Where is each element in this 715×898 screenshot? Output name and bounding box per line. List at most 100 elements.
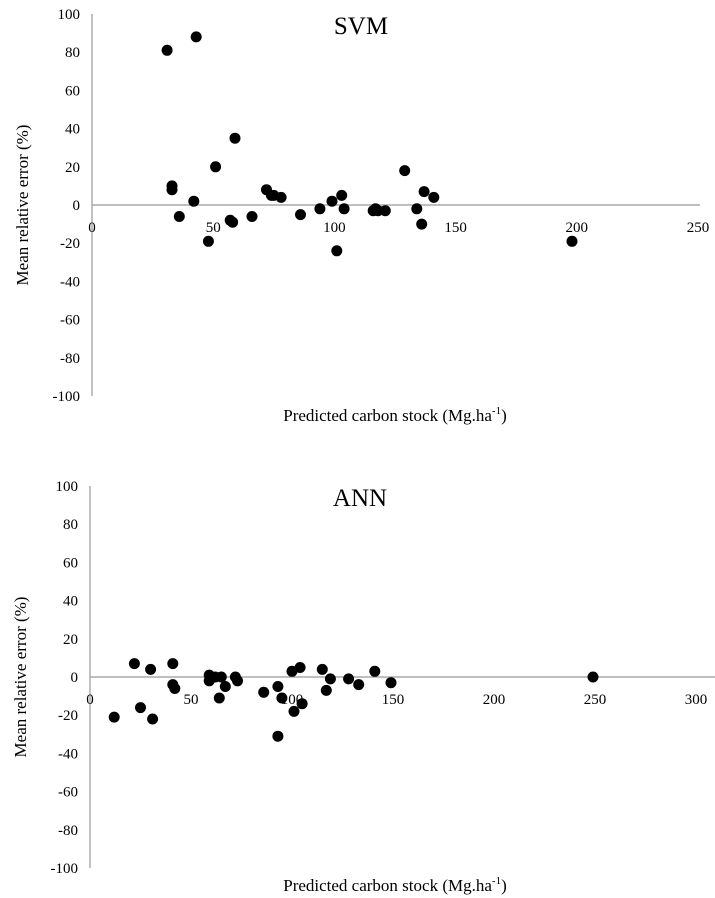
svm-y-tick-label: 20	[65, 160, 80, 176]
ann-y-tick-label: -60	[58, 785, 78, 801]
ann-x-axis-title: Predicted carbon stock (Mg.ha-1)	[283, 875, 507, 895]
ann-y-axis-title: Mean relative error (%)	[11, 597, 30, 758]
ann-data-point	[147, 713, 159, 725]
ann-y-tick-label: 100	[56, 479, 79, 495]
svm-x-axis-title-main: Predicted carbon stock (Mg.ha	[283, 406, 492, 425]
ann-data-point	[320, 684, 332, 696]
svm-y-tick-label: -60	[60, 313, 80, 329]
svm-data-point	[314, 203, 326, 215]
ann-y-tick-label: -80	[58, 823, 78, 839]
ann-y-tick-label: 40	[63, 594, 78, 610]
ann-y-tick-label: 60	[63, 555, 78, 571]
svm-data-point	[379, 205, 391, 217]
ann-x-tick-labels: 0 50 100 150 200 250 300	[86, 692, 707, 708]
ann-x-axis-title-sup: -1	[492, 875, 501, 887]
svm-x-axis-title: Predicted carbon stock (Mg.ha-1)	[283, 405, 507, 425]
svm-data-point	[428, 191, 440, 203]
ann-data-point	[324, 673, 336, 685]
ann-x-axis-title-main: Predicted carbon stock (Mg.ha	[283, 876, 492, 895]
ann-data-point	[272, 730, 284, 742]
svm-data-point	[336, 189, 348, 201]
ann-y-tick-label: -100	[51, 861, 79, 877]
svm-x-tick-labels: 0 50 100 150 200 250	[88, 220, 709, 236]
svm-data-point	[161, 44, 173, 56]
ann-data-point	[213, 692, 225, 704]
ann-y-tick-label: -40	[58, 746, 78, 762]
svm-x-axis-title-end: )	[501, 406, 507, 425]
ann-data-point	[385, 677, 397, 689]
svm-data-point	[331, 245, 343, 257]
svm-y-tick-label: -40	[60, 274, 80, 290]
ann-data-point	[587, 671, 599, 683]
ann-data-point	[369, 665, 381, 677]
svm-x-tick-label: 0	[88, 220, 96, 236]
svm-x-tick-label: 50	[206, 220, 221, 236]
ann-y-tick-label: 0	[71, 670, 79, 686]
svm-y-tick-label: 80	[65, 45, 80, 61]
ann-data-point	[232, 675, 243, 687]
svm-data-point	[295, 209, 306, 221]
svm-y-tick-label: 60	[65, 83, 80, 99]
ann-x-tick-label: 300	[685, 692, 708, 708]
svm-y-tick-label: -20	[60, 236, 80, 252]
ann-data-point	[167, 658, 179, 670]
ann-data-point	[135, 702, 146, 714]
svm-data-point	[411, 203, 423, 215]
ann-data-point	[296, 698, 308, 710]
svm-y-tick-label: 0	[73, 198, 81, 214]
svm-data-point	[173, 211, 185, 222]
ann-data-point	[108, 711, 120, 723]
svm-y-tick-labels: -100 -80 -60 -40 -20 0 20 40 60 80 100	[53, 7, 81, 405]
svm-y-tick-label: 100	[58, 7, 81, 23]
svm-data-point	[275, 191, 287, 203]
ann-chart: ANN Mean relative error (%) Predicted ca…	[11, 479, 715, 895]
ann-x-tick-label: 50	[184, 692, 199, 708]
svm-data-point	[166, 184, 178, 196]
svm-y-tick-label: -100	[53, 389, 81, 405]
ann-data-point	[258, 686, 270, 698]
svm-x-axis-title-sup: -1	[492, 405, 501, 417]
svm-chart: SVM Mean relative error (%) Predicted ca…	[13, 7, 709, 425]
ann-x-tick-label: 0	[86, 692, 94, 708]
svm-y-tick-label: -80	[60, 351, 80, 367]
ann-x-tick-label: 250	[584, 692, 607, 708]
svm-y-axis-title: Mean relative error (%)	[13, 125, 32, 286]
ann-y-tick-label: -20	[58, 708, 78, 724]
ann-y-tick-labels: -100 -80 -60 -40 -20 0 20 40 60 80 100	[51, 479, 79, 877]
svm-data-points	[161, 31, 578, 257]
svm-data-point	[399, 165, 411, 177]
svm-data-point	[326, 195, 338, 207]
svm-data-point	[246, 211, 258, 222]
svm-y-tick-label: 40	[65, 122, 80, 138]
svm-data-point	[188, 195, 200, 207]
svm-data-point	[210, 161, 222, 173]
ann-x-tick-label: 200	[483, 692, 506, 708]
ann-y-tick-label: 20	[63, 632, 78, 648]
svm-data-point	[566, 235, 578, 247]
svm-x-tick-label: 200	[566, 220, 589, 236]
ann-data-point	[215, 671, 227, 683]
ann-data-point	[353, 679, 365, 691]
svm-x-tick-label: 100	[323, 220, 346, 236]
svm-data-point	[227, 216, 239, 228]
svm-data-point	[190, 31, 202, 43]
svm-chart-title: SVM	[334, 13, 388, 40]
ann-data-points	[108, 658, 599, 742]
ann-data-point	[276, 692, 288, 704]
svm-data-point	[202, 235, 214, 247]
svm-data-point	[418, 186, 430, 198]
ann-x-tick-label: 150	[382, 692, 405, 708]
ann-data-point	[145, 663, 157, 675]
ann-data-point	[288, 705, 300, 717]
ann-data-point	[128, 658, 140, 670]
ann-data-point	[272, 681, 284, 692]
ann-data-point	[316, 663, 328, 675]
svm-x-tick-label: 250	[687, 220, 710, 236]
ann-chart-title: ANN	[333, 485, 387, 512]
ann-data-point	[343, 673, 355, 685]
ann-data-point	[294, 662, 306, 673]
svm-data-point	[416, 218, 428, 230]
ann-y-tick-label: 80	[63, 517, 78, 533]
svm-x-tick-label: 150	[444, 220, 467, 236]
